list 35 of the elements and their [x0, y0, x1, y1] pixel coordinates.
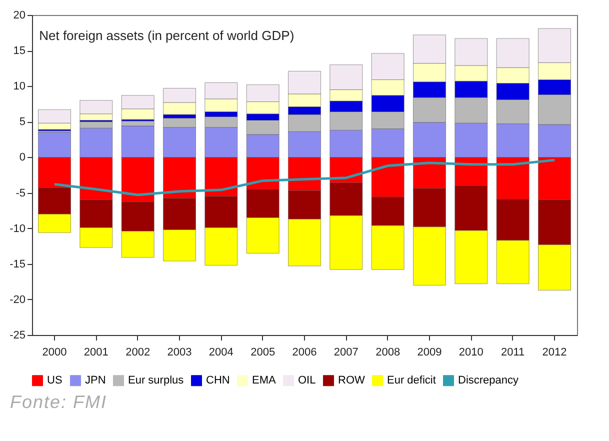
x-tick-label: 2006: [292, 346, 317, 358]
y-tick-label: -10: [10, 222, 26, 235]
x-tick-label: 2004: [208, 346, 234, 358]
legend-label: US: [47, 374, 62, 387]
y-tick-label: 0: [19, 152, 26, 164]
legend-label: Eur surplus: [128, 374, 184, 387]
x-tick-label: 2000: [42, 346, 67, 358]
x-tick-label: 2011: [501, 346, 525, 358]
y-tick-label: -15: [10, 258, 26, 270]
y-tick-label: -25: [10, 330, 26, 342]
x-tick-label: 2005: [250, 346, 276, 358]
legend-label: JPN: [85, 374, 106, 387]
y-tick-label: 20: [13, 10, 26, 22]
y-tick-label: -5: [16, 187, 26, 200]
x-tick-label: 2010: [458, 346, 484, 358]
source-note: Fonte: FMI: [10, 392, 108, 413]
legend-label: Eur deficit: [387, 374, 436, 387]
x-tick-label: 2002: [126, 346, 150, 358]
x-tick-label: 2007: [334, 346, 358, 358]
legend-label: Discrepancy: [458, 374, 520, 387]
x-tick-label: 2008: [376, 346, 400, 358]
legend-label: CHN: [206, 374, 230, 387]
text: Net foreign assets (in percent of world GDP): [39, 28, 294, 43]
y-tick-label: 5: [19, 116, 26, 128]
y-tick-label: -20: [10, 294, 26, 306]
y-tick-label: 15: [13, 45, 26, 58]
legend-label: EMA: [252, 374, 276, 387]
line-series: [53, 158, 556, 196]
x-tick-label: 2001: [84, 346, 108, 358]
x-tick-label: 2003: [167, 346, 192, 358]
legend-label: ROW: [338, 374, 366, 387]
y-tick-label: 10: [13, 80, 26, 93]
x-tick-label: 2012: [542, 346, 567, 358]
x-tick-label: 2009: [417, 346, 442, 358]
legend-label: OIL: [298, 374, 316, 387]
